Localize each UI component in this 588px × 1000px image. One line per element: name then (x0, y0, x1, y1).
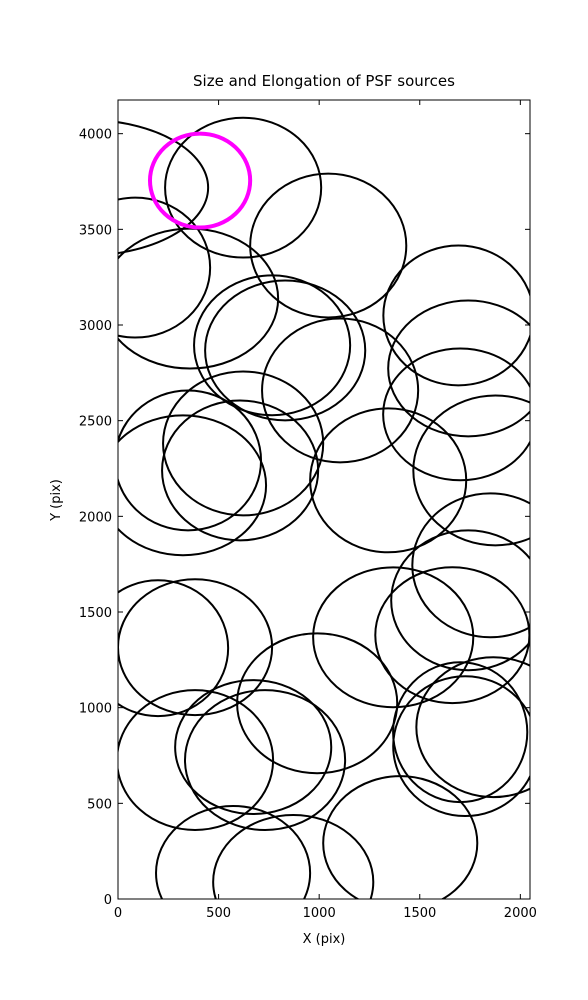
psf-ellipse (261, 317, 420, 464)
psf-ellipse (412, 394, 530, 547)
psf-ellipse (118, 389, 263, 532)
psf-ellipse (155, 805, 312, 899)
psf-ellipse (193, 274, 352, 417)
psf-ellipse (374, 566, 530, 705)
plot-area (118, 116, 530, 899)
psf-ellipse (118, 689, 275, 832)
psf-ellipse (118, 196, 212, 339)
psf-ellipse (309, 407, 468, 554)
y-tick-label: 1500 (79, 606, 112, 621)
psf-ellipse (312, 566, 475, 709)
y-tick-label: 0 (104, 893, 112, 908)
x-tick-label: 1000 (303, 906, 336, 921)
psf-ellipse (390, 529, 530, 672)
psf-ellipse (183, 689, 347, 832)
psf-ellipse (118, 121, 210, 255)
psf-ellipse (118, 579, 230, 718)
psf-ellipse (382, 244, 530, 387)
y-tick-label: 2500 (79, 415, 112, 430)
y-tick-label: 3500 (79, 223, 112, 238)
psf-ellipse (164, 116, 323, 259)
psf-ellipse (249, 172, 408, 319)
psf-ellipse (415, 656, 530, 799)
x-tick-label: 1500 (403, 906, 436, 921)
psf-ellipse (411, 492, 530, 639)
x-tick-label: 2000 (504, 906, 537, 921)
y-tick-label: 500 (87, 797, 112, 812)
psf-ellipse (174, 679, 333, 816)
y-tick-label: 1000 (79, 702, 112, 717)
y-tick-label: 4000 (79, 128, 112, 143)
x-tick-label: 0 (114, 906, 122, 921)
psf-ellipse (236, 632, 399, 775)
psf-ellipse (392, 675, 530, 818)
x-axis-label: X (pix) (303, 932, 346, 947)
psf-ellipse (204, 279, 367, 422)
y-tick-label: 3000 (79, 319, 112, 334)
x-tick-label: 500 (206, 906, 231, 921)
psf-ellipse (118, 414, 268, 557)
chart-title: Size and Elongation of PSF sources (193, 72, 455, 90)
psf-ellipse (118, 227, 280, 370)
y-tick-label: 2000 (79, 510, 112, 525)
y-axis-label: Y (pix) (49, 479, 64, 522)
psf-ellipse (212, 814, 375, 899)
psf-ellipse (382, 347, 530, 482)
psf-ellipse (161, 399, 320, 542)
psf-ellipse (387, 299, 530, 438)
psf-ellipse (322, 775, 479, 899)
psf-ellipse (147, 131, 253, 230)
psf-ellipse (162, 370, 325, 517)
psf-ellipse (392, 661, 529, 804)
psf-ellipse (118, 578, 274, 717)
axes-frame (117, 99, 531, 900)
